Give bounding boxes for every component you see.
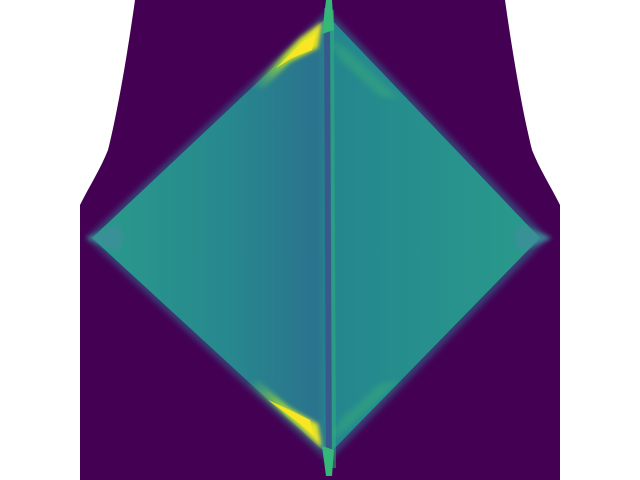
left-tip [86, 224, 124, 252]
plateau-diamond [92, 16, 540, 455]
upper-right-shoulder [330, 40, 400, 100]
upper-left-bright-core [276, 34, 316, 68]
lower-left-bright-edge [248, 380, 322, 448]
right-tip [514, 224, 552, 252]
upper-left-bright-edge [252, 22, 322, 90]
lower-right-shoulder [330, 380, 400, 440]
central-line-highlight [330, 10, 336, 468]
top-apex-spike [322, 0, 334, 34]
lower-left-bright-core [268, 400, 314, 436]
central-vertical-line [324, 8, 332, 470]
bottom-apex-spike [322, 446, 334, 476]
